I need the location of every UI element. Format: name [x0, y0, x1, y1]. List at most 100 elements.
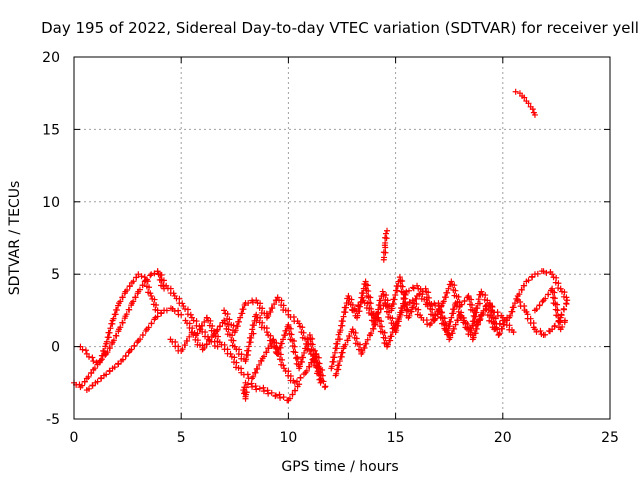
data-point [272, 392, 279, 399]
data-point [246, 334, 253, 341]
data-point [382, 230, 389, 237]
data-point [291, 337, 298, 344]
data-point [239, 306, 246, 313]
data-point [280, 394, 287, 401]
data-point [525, 100, 532, 107]
data-point [336, 358, 343, 365]
data-point [471, 330, 478, 337]
data-point [271, 301, 278, 308]
data-point [409, 297, 416, 304]
data-point [299, 354, 306, 361]
data-point [397, 309, 404, 316]
data-point [372, 313, 379, 320]
data-point [105, 329, 112, 336]
data-point [158, 310, 165, 317]
data-point [279, 356, 286, 363]
data-point [493, 321, 500, 328]
data-point [514, 297, 521, 304]
data-point [360, 344, 367, 351]
data-point [309, 335, 316, 342]
data-point [201, 318, 208, 325]
data-point [265, 312, 272, 319]
data-point [417, 286, 424, 293]
data-point [79, 382, 86, 389]
data-point [551, 289, 558, 296]
data-point [316, 360, 323, 367]
data-point [244, 371, 251, 378]
data-point [249, 322, 256, 329]
data-point [344, 337, 351, 344]
data-point [130, 278, 137, 285]
data-point [559, 323, 566, 330]
data-point [384, 303, 391, 310]
data-point [144, 278, 151, 285]
data-point [153, 301, 160, 308]
data-point [133, 274, 140, 281]
data-point [261, 353, 268, 360]
data-point [91, 365, 98, 372]
data-point [452, 321, 459, 328]
data-point [369, 325, 376, 332]
data-point [451, 282, 458, 289]
data-point [263, 329, 270, 336]
data-point [539, 298, 546, 305]
data-point [102, 343, 109, 350]
data-point [108, 320, 115, 327]
data-point [384, 227, 391, 234]
data-point [268, 305, 275, 312]
data-point [115, 361, 122, 368]
data-point [207, 317, 214, 324]
data-point [289, 391, 296, 398]
data-point [472, 309, 479, 316]
data-point [399, 283, 406, 290]
data-point [349, 326, 356, 333]
data-point [196, 326, 203, 333]
data-point [317, 372, 324, 379]
data-point [364, 336, 371, 343]
data-point [110, 337, 117, 344]
data-point [543, 269, 550, 276]
data-point [473, 304, 480, 311]
data-point [450, 306, 457, 313]
data-point [122, 353, 129, 360]
data-point [455, 293, 462, 300]
data-point [107, 325, 114, 332]
data-point [542, 295, 549, 302]
data-point [253, 297, 260, 304]
data-point [440, 298, 447, 305]
data-point [525, 277, 532, 284]
data-point [97, 357, 104, 364]
data-point [170, 290, 177, 297]
data-point [141, 274, 148, 281]
data-point [377, 306, 384, 313]
data-point [359, 349, 366, 356]
data-point [303, 367, 310, 374]
data-point [352, 329, 359, 336]
data-point [469, 318, 476, 325]
data-point [378, 318, 385, 325]
data-point [412, 295, 419, 302]
data-point [534, 270, 541, 277]
data-point [281, 332, 288, 339]
data-point [86, 385, 93, 392]
data-point [128, 346, 135, 353]
data-point [310, 351, 317, 358]
data-point [342, 341, 349, 348]
data-point [332, 345, 339, 352]
data-point [512, 88, 519, 95]
data-point [407, 308, 414, 315]
data-point [382, 335, 389, 342]
data-points [71, 88, 571, 404]
data-point [333, 370, 340, 377]
data-point [277, 351, 284, 358]
data-point [148, 271, 155, 278]
data-point [500, 321, 507, 328]
data-point [338, 317, 345, 324]
data-point [94, 378, 101, 385]
data-point [154, 268, 161, 275]
data-point [367, 294, 374, 301]
data-point [83, 350, 90, 357]
data-point [235, 318, 242, 325]
data-point [406, 287, 412, 294]
data-point [280, 362, 287, 369]
